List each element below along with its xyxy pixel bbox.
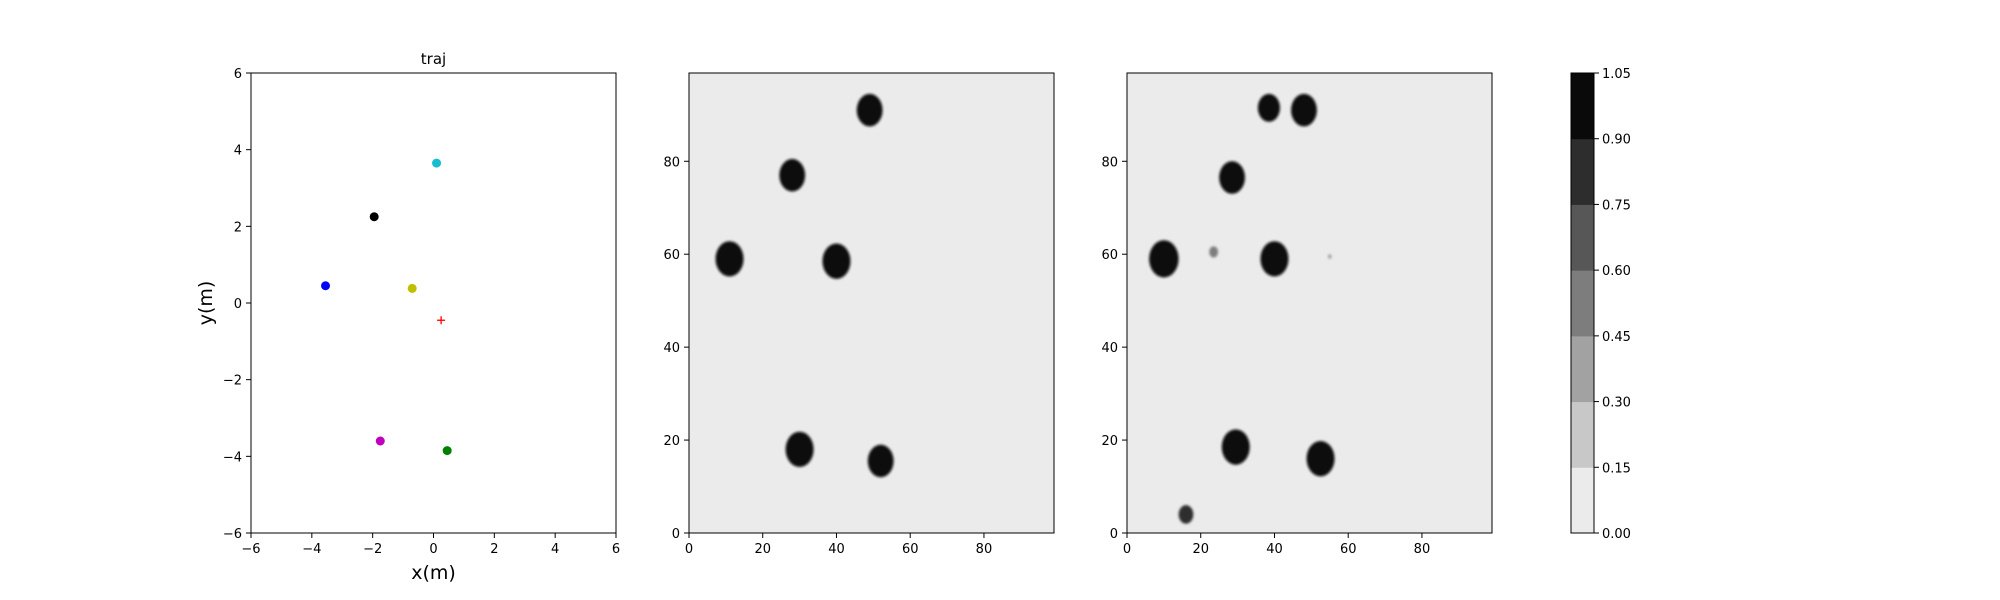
colorbar-level (1571, 401, 1594, 468)
traj-ytick-label: 2 (234, 220, 242, 235)
traj-title: traj (421, 50, 446, 68)
map2-ytick-label: 0 (672, 527, 680, 542)
traj-goal-marker (437, 316, 446, 325)
traj-agent-marker (432, 158, 442, 168)
colorbar-level (1571, 270, 1594, 337)
map3-ytick-label: 20 (1101, 434, 1118, 449)
colorbar-tick-label: 0.75 (1602, 198, 1631, 213)
map3-xtick-label: 0 (1123, 542, 1131, 557)
colorbar-frame (1570, 72, 1595, 534)
map2-xtick-label: 20 (754, 542, 771, 557)
map2-obstacle-blob (856, 93, 883, 127)
traj-ytick-label: 6 (234, 67, 242, 82)
colorbar-tick-label: 0.90 (1602, 133, 1631, 148)
colorbar: 0.00 0.15 0.30 0.45 0.60 0.75 0.90 1.05 (1570, 67, 1631, 542)
traj-ytick-label: −6 (223, 527, 242, 542)
traj-ylabel: y(m) (195, 281, 217, 326)
colorbar-level (1571, 204, 1594, 271)
colorbar-level (1571, 138, 1594, 205)
map2-xtick-label: 0 (685, 542, 693, 557)
map2-xtick-label: 80 (976, 542, 993, 557)
map3-obstacle-blob (1219, 161, 1245, 194)
colorbar-tick-label: 0.00 (1602, 527, 1631, 542)
map2-xtick-label: 40 (828, 542, 845, 557)
traj-agent-marker (369, 212, 379, 222)
traj-scatter-panel: traj −6 −4 −2 0 2 4 6 −6 −4 −2 0 2 4 6 x(m) y(m) (195, 50, 620, 584)
map3-ytick-label: 60 (1101, 248, 1118, 263)
map3-xtick-label: 80 (1414, 542, 1431, 557)
map3-obstacle-blob (1257, 93, 1281, 122)
traj-ytick-label: −2 (223, 374, 242, 389)
colorbar-ticks: 0.00 0.15 0.30 0.45 0.60 0.75 0.90 1.05 (1594, 67, 1631, 542)
map3-obstacle-blob (1149, 240, 1179, 278)
map2-ytick-label: 40 (663, 341, 680, 356)
traj-agent-marker (407, 283, 417, 293)
map2-obstacle-blob (822, 243, 851, 279)
colorbar-levels (1571, 73, 1594, 534)
traj-ytick-label: −4 (223, 450, 242, 465)
map3-obstacle-blob (1306, 441, 1335, 477)
map2-obstacle-blob (867, 444, 894, 478)
map3-obstacle-blob (1221, 429, 1250, 465)
traj-xtick-label: −6 (241, 542, 260, 557)
traj-xtick-label: 0 (429, 542, 437, 557)
map2-ytick-label: 20 (663, 434, 680, 449)
traj-xtick-label: 4 (551, 542, 559, 557)
map2-ytick-label: 80 (663, 155, 680, 170)
traj-ytick-label: 4 (234, 144, 242, 159)
map3-ytick-label: 80 (1101, 155, 1118, 170)
map3-xtick-label: 20 (1192, 542, 1209, 557)
map2-obstacle-blob (779, 158, 806, 192)
traj-xtick-label: 6 (612, 542, 620, 557)
map3-xtick-label: 40 (1266, 542, 1283, 557)
colorbar-level (1571, 467, 1594, 534)
colorbar-level (1571, 335, 1594, 403)
traj-ytick-label: 0 (234, 297, 242, 312)
ground-truth-map-panel: 0 20 40 60 80 0 20 40 60 80 (663, 72, 1055, 557)
traj-agent-marker (321, 281, 331, 291)
map3-obstacle-blob (1260, 241, 1289, 277)
traj-xtick-label: −4 (302, 542, 321, 557)
traj-xtick-label: −2 (363, 542, 382, 557)
traj-xlabel: x(m) (411, 562, 456, 584)
map2-xtick-label: 60 (902, 542, 919, 557)
colorbar-tick-label: 0.60 (1602, 264, 1631, 279)
map3-obstacle-blob (1178, 505, 1194, 524)
colorbar-tick-label: 1.05 (1602, 67, 1631, 82)
map2-obstacles (715, 93, 894, 478)
map2-obstacle-blob (785, 431, 814, 468)
colorbar-tick-label: 0.15 (1602, 461, 1631, 476)
map3-obstacles (1149, 93, 1335, 524)
predicted-map-panel: 0 20 40 60 80 0 20 40 60 80 (1101, 72, 1493, 557)
traj-agent-marker (375, 436, 385, 446)
colorbar-tick-label: 0.30 (1602, 396, 1631, 411)
map3-axes-frame (1126, 72, 1493, 534)
traj-xtick-label: 2 (490, 542, 498, 557)
map3-obstacle-blob (1327, 254, 1332, 259)
map2-ytick-label: 60 (663, 248, 680, 263)
traj-markers (321, 158, 452, 456)
traj-axes-frame (250, 72, 617, 534)
map3-xtick-label: 60 (1340, 542, 1357, 557)
colorbar-level (1571, 73, 1594, 140)
map3-ytick-label: 0 (1110, 527, 1118, 542)
colorbar-tick-label: 0.45 (1602, 330, 1631, 345)
map3-obstacle-blob (1291, 93, 1317, 127)
map3-obstacle-blob (1209, 246, 1219, 258)
map2-ticks: 0 20 40 60 80 0 20 40 60 80 (663, 155, 992, 557)
map3-ytick-label: 40 (1101, 341, 1118, 356)
traj-agent-marker (442, 446, 452, 456)
traj-ticks: −6 −4 −2 0 2 4 6 −6 −4 −2 0 2 4 6 (223, 67, 620, 557)
map3-ticks: 0 20 40 60 80 0 20 40 60 80 (1101, 155, 1430, 557)
map2-axes-frame (688, 72, 1055, 534)
map2-obstacle-blob (715, 241, 744, 277)
